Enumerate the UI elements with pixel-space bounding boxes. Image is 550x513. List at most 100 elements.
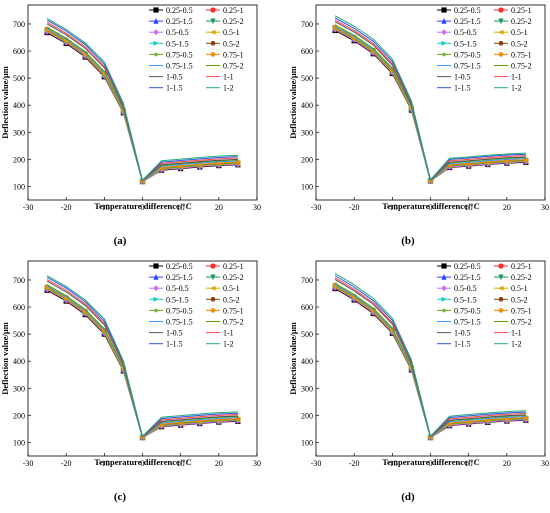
y-tick-label: 700 (301, 20, 313, 29)
y-tick-label: 200 (13, 411, 25, 420)
legend-item: 0.75-0.5 (437, 306, 481, 315)
legend: 0.25-0.5 0.25-1 0.25-1.5 0.25-2 0.5-0.5 0.5-1… (437, 262, 532, 349)
legend-entry-label: 0.5-2 (223, 39, 240, 48)
legend-entry-label: 1-1.5 (166, 340, 183, 349)
legend-item: 0.75-0.5 (437, 50, 481, 59)
legend-item: 0.25-1.5 (149, 273, 193, 282)
series-line (47, 289, 238, 437)
data-point-marker (210, 286, 216, 291)
y-tick-label: 100 (13, 182, 25, 191)
legend-entry-label: 0.75-1.5 (166, 62, 193, 71)
legend-item: 0.25-2 (494, 273, 532, 282)
data-point-marker (153, 29, 158, 35)
legend-item: 0.75-1 (494, 306, 532, 315)
legend-item: 0.5-1.5 (149, 39, 189, 48)
x-tick-label: 20 (215, 459, 223, 468)
y-axis-label: Deflection value/μm (0, 66, 10, 139)
legend-entry-label: 0.25-1.5 (454, 17, 481, 26)
legend-item: 1-2 (206, 340, 234, 349)
legend-entry-label: 0.75-0.5 (454, 50, 481, 59)
series-1-2 (335, 16, 526, 180)
data-point-marker (210, 30, 216, 35)
x-tick-label: 20 (503, 203, 511, 212)
legend-entry-label: 1-2 (511, 84, 522, 93)
legend-item: 0.75-1.5 (437, 318, 481, 327)
x-tick-label: 30 (253, 459, 261, 468)
series-1-2 (47, 19, 238, 181)
data-point-marker (498, 263, 503, 268)
legend-item: 0.5-0.5 (149, 28, 189, 37)
y-tick-label: 400 (13, 101, 25, 110)
data-point-marker (441, 7, 446, 12)
legend-item: 0.25-0.5 (149, 262, 193, 271)
series-1-1.5 (47, 277, 238, 436)
y-tick-label: 700 (301, 276, 313, 285)
series-line (47, 290, 238, 437)
y-tick-label: 400 (301, 357, 313, 366)
legend-item: 1-2 (494, 340, 522, 349)
legend-item: 0.75-2 (494, 318, 532, 327)
legend-item: 0.25-1.5 (149, 17, 193, 26)
data-point-marker (441, 263, 446, 268)
series-0.25-1.5 (44, 286, 240, 440)
legend-item: 0.5-1.5 (437, 295, 477, 304)
y-tick-label: 200 (301, 155, 313, 164)
legend-entry-label: 0.25-0.5 (166, 6, 193, 15)
legend-item: 0.5-2 (494, 295, 528, 304)
data-point-marker (498, 286, 504, 291)
series-line (47, 289, 238, 437)
y-tick-label: 300 (301, 128, 313, 137)
legend-entry-label: 0.75-1 (511, 50, 532, 59)
legend-entry-label: 0.75-2 (511, 62, 532, 71)
legend-item: 0.75-2 (206, 62, 244, 71)
y-tick-label: 600 (13, 47, 25, 56)
legend-entry-label: 0.75-1 (223, 306, 244, 315)
series-line (47, 31, 238, 182)
legend-entry-label: 0.75-1.5 (454, 62, 481, 71)
legend-item: 0.5-0.5 (149, 284, 189, 293)
legend-item: 1-1.5 (437, 84, 471, 93)
chart-panel-d: -30 -20 -10 0 10 20 30100200300400500600700Tem… (288, 261, 549, 503)
legend-entry-label: 0.25-1.5 (166, 273, 193, 282)
legend-item: 0.5-2 (206, 295, 240, 304)
legend-entry-label: 0.25-0.5 (454, 262, 481, 271)
series-0.75-1 (333, 283, 529, 439)
data-point-marker (153, 297, 159, 302)
legend-item: 0.5-2 (494, 39, 528, 48)
y-tick-label: 600 (13, 303, 25, 312)
legend-item: 0.5-0.5 (437, 284, 477, 293)
y-tick-label: 100 (301, 438, 313, 447)
legend-item: 0.5-2 (206, 39, 240, 48)
legend-item: 0.5-1 (206, 284, 240, 293)
series-0.5-0.5 (332, 284, 528, 440)
legend-entry-label: 0.25-1.5 (166, 17, 193, 26)
legend-entry-label: 1-1 (511, 73, 522, 82)
chart-panel-a: -30 -20 -10 0 10 20 30 100 200 300 400 500 600 700 Tem… (0, 5, 261, 247)
legend-entry-label: 1-0.5 (454, 329, 471, 338)
legend-item: 1-1 (206, 329, 234, 338)
legend-entry-label: 0.75-0.5 (454, 306, 481, 315)
legend-item: 1-0.5 (149, 73, 183, 82)
legend-entry-label: 1-1 (223, 73, 234, 82)
legend-item: 0.5-1 (494, 28, 528, 37)
y-tick-label: 700 (13, 276, 25, 285)
legend-item: 0.75-1.5 (149, 318, 193, 327)
legend-item: 0.5-1 (494, 284, 528, 293)
legend-item: 0.75-1 (206, 50, 244, 59)
legend-item: 0.5-1 (206, 28, 240, 37)
legend-item: 0.75-1 (206, 306, 244, 315)
legend-entry-label: 0.75-1.5 (454, 318, 481, 327)
legend-item: 0.25-2 (206, 17, 244, 26)
data-point-marker (498, 297, 503, 302)
y-tick-label: 600 (301, 47, 313, 56)
legend-entry-label: 1-0.5 (454, 73, 471, 82)
chart-panel-c: -30 -20 -10 0 10 20 30 100 200 300 400 500 600 700 Tem… (0, 261, 261, 503)
legend-entry-label: 0.5-0.5 (454, 28, 477, 37)
data-point-marker (499, 308, 504, 313)
panel-caption: (a) (114, 235, 127, 247)
series-line (47, 30, 238, 181)
x-tick-label: 20 (215, 203, 223, 212)
legend-entry-label: 0.5-0.5 (454, 284, 477, 293)
series-line (47, 19, 238, 181)
data-point-marker (498, 41, 503, 46)
